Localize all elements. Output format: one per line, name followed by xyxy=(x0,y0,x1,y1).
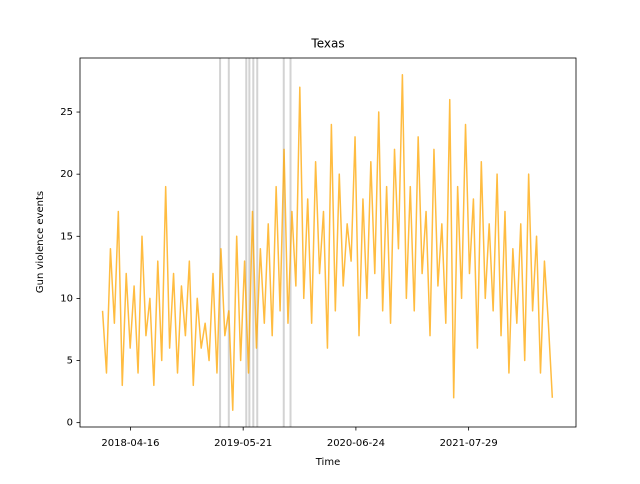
y-axis-label: Gun violence events xyxy=(35,191,46,293)
y-tick-label: 0 xyxy=(67,418,73,429)
y-tick-label: 25 xyxy=(60,107,73,118)
x-tick-label: 2020-06-24 xyxy=(327,438,385,449)
data-line xyxy=(101,74,554,411)
x-tick-label: 2018-04-16 xyxy=(101,438,159,449)
y-tick-label: 10 xyxy=(60,293,73,304)
chart-title: Texas xyxy=(310,37,344,51)
y-tick-label: 15 xyxy=(60,231,73,242)
plot-frame xyxy=(79,57,577,428)
x-tick-label: 2019-05-21 xyxy=(214,438,272,449)
x-axis-label: Time xyxy=(315,457,340,468)
x-tick-label: 2021-07-29 xyxy=(440,438,498,449)
y-tick-label: 5 xyxy=(67,356,73,367)
y-tick-label: 20 xyxy=(60,169,73,180)
